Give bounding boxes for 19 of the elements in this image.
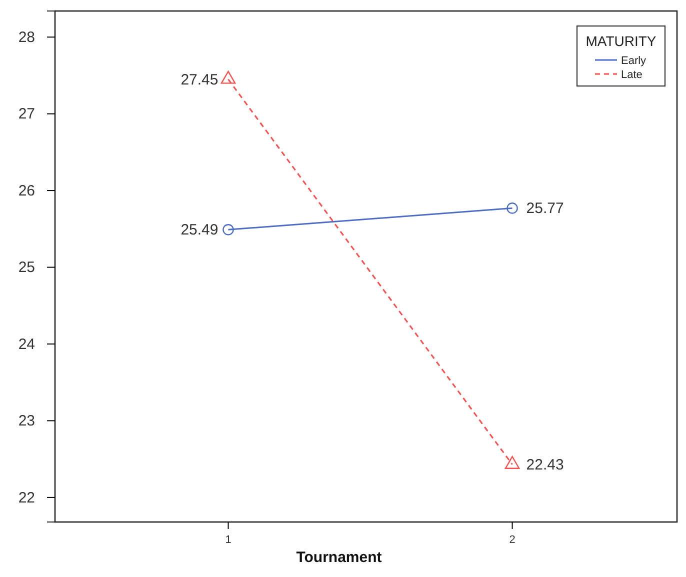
legend-label: Late [621, 69, 642, 81]
data-label: 22.43 [526, 456, 564, 474]
x-axis-title: Tournament [296, 549, 382, 566]
data-label: 27.45 [180, 71, 218, 88]
y-tick-label: 27 [18, 106, 35, 123]
data-label: 25.77 [526, 200, 564, 218]
x-tick-label: 2 [509, 534, 516, 546]
data-label: 25.49 [180, 222, 218, 239]
y-tick-label: 26 [18, 182, 35, 200]
point [222, 224, 234, 236]
y-tick-label: 28 [18, 28, 35, 46]
point [506, 202, 518, 214]
y-tick-label: 23 [18, 412, 35, 430]
legend-label: Early [621, 55, 647, 67]
x-tick-label: 1 [225, 534, 232, 546]
y-tick-label: 24 [18, 336, 35, 353]
legend-title: MATURITY [586, 33, 657, 49]
y-tick-label: 25 [18, 259, 35, 276]
y-tick-label: 22 [18, 489, 35, 506]
